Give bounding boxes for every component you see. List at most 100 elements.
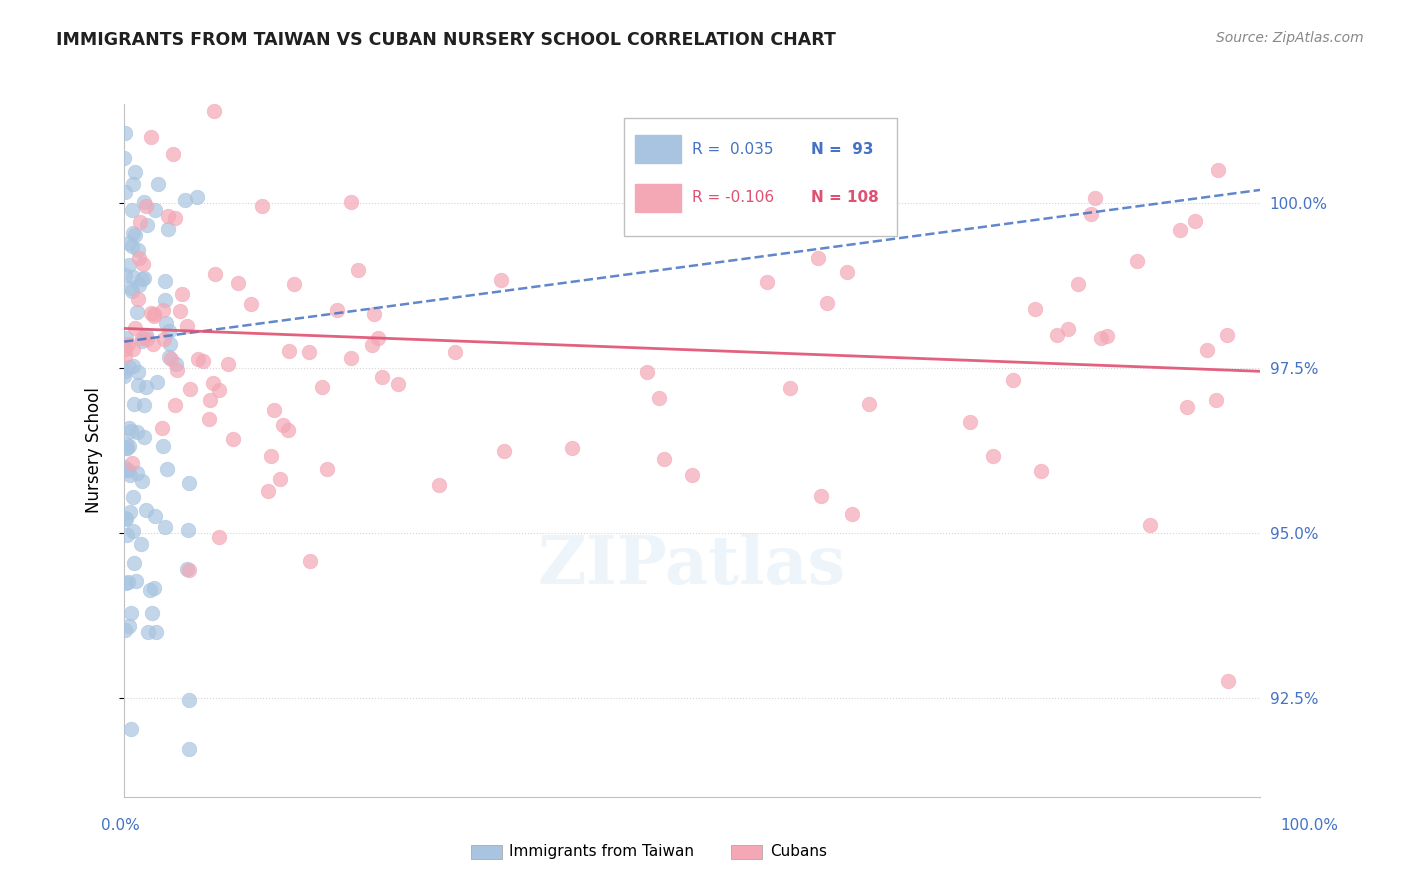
Point bbox=[148, 177, 170, 191]
Point bbox=[1057, 322, 1080, 336]
Point bbox=[1139, 517, 1161, 532]
Point bbox=[153, 293, 176, 307]
Text: 100.0%: 100.0% bbox=[1281, 818, 1339, 832]
Point bbox=[118, 505, 141, 519]
Point bbox=[165, 357, 187, 371]
Point bbox=[217, 357, 239, 371]
Point bbox=[127, 243, 149, 257]
Point bbox=[156, 462, 179, 476]
Point bbox=[444, 345, 467, 359]
Text: ZIPatlas: ZIPatlas bbox=[538, 533, 846, 599]
Point bbox=[135, 327, 157, 342]
Point bbox=[155, 274, 177, 288]
Y-axis label: Nursery School: Nursery School bbox=[86, 387, 103, 514]
Point bbox=[828, 219, 851, 233]
Point bbox=[114, 441, 136, 455]
Point bbox=[132, 398, 155, 412]
Point bbox=[1168, 223, 1191, 237]
Point bbox=[263, 403, 285, 417]
Point bbox=[115, 331, 138, 345]
Text: R =  0.035: R = 0.035 bbox=[692, 142, 773, 157]
Point bbox=[779, 381, 801, 395]
Point bbox=[141, 606, 163, 620]
Point bbox=[1084, 191, 1107, 205]
Point bbox=[127, 377, 149, 392]
Point bbox=[150, 421, 173, 435]
Point bbox=[128, 215, 150, 229]
Point bbox=[118, 618, 141, 632]
Point bbox=[360, 338, 382, 352]
Point bbox=[807, 252, 830, 266]
Text: N =  93: N = 93 bbox=[811, 142, 875, 157]
Point bbox=[810, 489, 832, 503]
Point bbox=[489, 273, 512, 287]
Point bbox=[117, 359, 139, 374]
Point bbox=[283, 277, 305, 291]
Bar bbox=[636, 184, 681, 211]
Text: N = 108: N = 108 bbox=[811, 190, 879, 205]
Point bbox=[250, 199, 273, 213]
Point bbox=[815, 296, 838, 310]
Text: Source: ZipAtlas.com: Source: ZipAtlas.com bbox=[1216, 31, 1364, 45]
Text: IMMIGRANTS FROM TAIWAN VS CUBAN NURSERY SCHOOL CORRELATION CHART: IMMIGRANTS FROM TAIWAN VS CUBAN NURSERY … bbox=[56, 31, 837, 49]
Point bbox=[115, 441, 138, 455]
Point bbox=[179, 475, 201, 490]
Text: Cubans: Cubans bbox=[770, 845, 828, 859]
Point bbox=[135, 380, 157, 394]
Point bbox=[858, 397, 880, 411]
Point bbox=[163, 398, 186, 412]
Point bbox=[121, 456, 143, 470]
Point bbox=[208, 530, 231, 544]
Point bbox=[114, 349, 136, 363]
Point bbox=[835, 265, 858, 279]
Point bbox=[159, 351, 181, 365]
Point bbox=[208, 384, 231, 398]
Point bbox=[143, 203, 166, 218]
Point bbox=[139, 306, 162, 320]
Point bbox=[260, 449, 283, 463]
Point bbox=[122, 556, 145, 570]
Point bbox=[177, 692, 200, 706]
Point bbox=[679, 207, 702, 221]
Point bbox=[370, 370, 392, 384]
Point bbox=[226, 276, 249, 290]
Point bbox=[367, 331, 389, 345]
Text: R = -0.106: R = -0.106 bbox=[692, 190, 775, 205]
Point bbox=[177, 742, 200, 756]
Point bbox=[136, 219, 159, 233]
Point bbox=[125, 574, 148, 589]
Point bbox=[1216, 327, 1239, 342]
Point bbox=[179, 563, 201, 577]
Point bbox=[841, 507, 863, 521]
Point bbox=[124, 321, 146, 335]
Point bbox=[139, 583, 162, 598]
Point bbox=[114, 623, 136, 637]
Point bbox=[157, 324, 180, 338]
Point bbox=[159, 337, 181, 351]
Point bbox=[114, 268, 136, 282]
Point bbox=[202, 103, 225, 118]
Point bbox=[316, 462, 339, 476]
Point bbox=[1216, 673, 1239, 688]
Point bbox=[118, 421, 141, 435]
Point bbox=[156, 221, 179, 235]
Point bbox=[112, 368, 135, 383]
Point bbox=[1095, 328, 1118, 343]
Point bbox=[128, 251, 150, 265]
Point bbox=[124, 227, 146, 242]
Point bbox=[159, 351, 181, 366]
Point bbox=[1195, 343, 1218, 358]
Point bbox=[114, 364, 136, 378]
Bar bbox=[636, 136, 681, 163]
Point bbox=[122, 490, 145, 504]
Point bbox=[240, 297, 263, 311]
Text: Immigrants from Taiwan: Immigrants from Taiwan bbox=[509, 845, 695, 859]
Point bbox=[127, 365, 149, 379]
Point bbox=[117, 463, 139, 477]
Point bbox=[132, 195, 155, 210]
Point bbox=[136, 331, 159, 345]
Point bbox=[115, 575, 138, 590]
Point bbox=[121, 425, 143, 439]
Point bbox=[299, 554, 322, 568]
Point bbox=[124, 165, 146, 179]
